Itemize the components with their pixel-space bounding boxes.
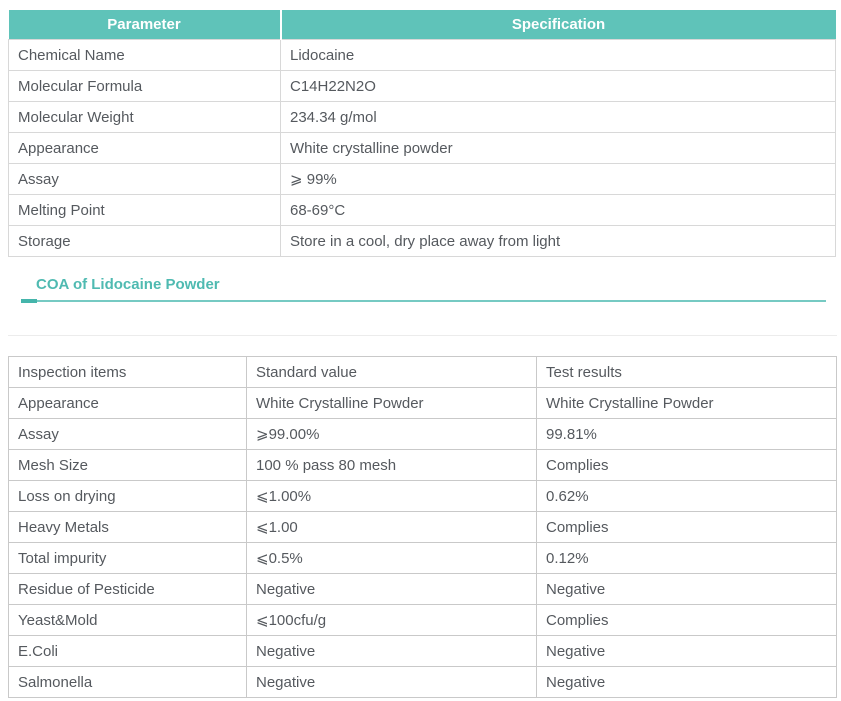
table-row: Residue of Pesticide Negative Negative — [8, 573, 837, 605]
table-row: Mesh Size 100 % pass 80 mesh Complies — [8, 449, 837, 481]
coa-item-cell: Yeast&Mold — [8, 604, 247, 636]
spec-parameter-cell: Melting Point — [8, 194, 281, 226]
coa-item-cell: Salmonella — [8, 666, 247, 698]
coa-standard-cell: Negative — [246, 635, 537, 667]
coa-header-standard: Standard value — [246, 356, 537, 388]
spec-value-cell: 234.34 g/mol — [280, 101, 836, 133]
coa-standard-cell: 100 % pass 80 mesh — [246, 449, 537, 481]
spec-parameter-cell: Molecular Formula — [8, 70, 281, 102]
table-row: Chemical Name Lidocaine — [8, 39, 836, 71]
table-row: Assay ⩾ 99% — [8, 163, 836, 195]
coa-standard-cell: ⩽1.00% — [246, 480, 537, 512]
coa-item-cell: Loss on drying — [8, 480, 247, 512]
table-row: Assay ⩾99.00% 99.81% — [8, 418, 837, 450]
spec-value-cell: ⩾ 99% — [280, 163, 836, 195]
table-row: Yeast&Mold ⩽100cfu/g Complies — [8, 604, 837, 636]
spec-value-cell: White crystalline powder — [280, 132, 836, 164]
spec-parameter-cell: Assay — [8, 163, 281, 195]
coa-standard-cell: ⩽0.5% — [246, 542, 537, 574]
table-row: Appearance White crystalline powder — [8, 132, 836, 164]
spec-parameter-cell: Chemical Name — [8, 39, 281, 71]
coa-result-cell: Negative — [536, 635, 837, 667]
coa-result-cell: 0.12% — [536, 542, 837, 574]
coa-standard-cell: Negative — [246, 666, 537, 698]
coa-result-cell: Complies — [536, 511, 837, 543]
coa-standard-cell: ⩽100cfu/g — [246, 604, 537, 636]
coa-item-cell: Total impurity — [8, 542, 247, 574]
spec-parameter-cell: Molecular Weight — [8, 101, 281, 133]
coa-header-result: Test results — [536, 356, 837, 388]
spec-value-cell: Store in a cool, dry place away from lig… — [280, 225, 836, 257]
spec-value-cell: Lidocaine — [280, 39, 836, 71]
specification-table: Parameter Specification Chemical Name Li… — [8, 10, 836, 257]
coa-result-cell: White Crystalline Powder — [536, 387, 837, 419]
table-row: Storage Store in a cool, dry place away … — [8, 225, 836, 257]
coa-result-cell: Complies — [536, 449, 837, 481]
table-header-row: Parameter Specification — [8, 10, 836, 40]
table-row: Total impurity ⩽0.5% 0.12% — [8, 542, 837, 574]
spec-parameter-cell: Storage — [8, 225, 281, 257]
spec-value-cell: C14H22N2O — [280, 70, 836, 102]
coa-standard-cell: ⩽1.00 — [246, 511, 537, 543]
coa-standard-cell: Negative — [246, 573, 537, 605]
coa-standard-cell: White Crystalline Powder — [246, 387, 537, 419]
table-row: Salmonella Negative Negative — [8, 666, 837, 698]
spec-header-parameter: Parameter — [8, 10, 281, 40]
coa-header-item: Inspection items — [8, 356, 247, 388]
coa-result-cell: Complies — [536, 604, 837, 636]
table-header-row: Inspection items Standard value Test res… — [8, 356, 837, 388]
table-row: Heavy Metals ⩽1.00 Complies — [8, 511, 837, 543]
coa-item-cell: Heavy Metals — [8, 511, 247, 543]
coa-table: Inspection items Standard value Test res… — [8, 356, 837, 698]
coa-item-cell: Appearance — [8, 387, 247, 419]
coa-item-cell: Mesh Size — [8, 449, 247, 481]
section-title-text: COA of Lidocaine Powder — [36, 276, 220, 293]
coa-item-cell: Residue of Pesticide — [8, 573, 247, 605]
spec-parameter-cell: Appearance — [8, 132, 281, 164]
coa-standard-cell: ⩾99.00% — [246, 418, 537, 450]
table-row: Appearance White Crystalline Powder Whit… — [8, 387, 837, 419]
coa-item-cell: E.Coli — [8, 635, 247, 667]
coa-item-cell: Assay — [8, 418, 247, 450]
divider — [8, 335, 837, 336]
table-row: Molecular Formula C14H22N2O — [8, 70, 836, 102]
table-row: Loss on drying ⩽1.00% 0.62% — [8, 480, 837, 512]
spec-header-specification: Specification — [279, 10, 836, 40]
table-row: Molecular Weight 234.34 g/mol — [8, 101, 836, 133]
coa-result-cell: 99.81% — [536, 418, 837, 450]
table-row: Melting Point 68-69°C — [8, 194, 836, 226]
coa-result-cell: Negative — [536, 573, 837, 605]
section-title: COA of Lidocaine Powder — [21, 276, 826, 303]
table-row: E.Coli Negative Negative — [8, 635, 837, 667]
heading-accent-tick — [21, 299, 37, 303]
coa-result-cell: Negative — [536, 666, 837, 698]
coa-result-cell: 0.62% — [536, 480, 837, 512]
spec-value-cell: 68-69°C — [280, 194, 836, 226]
